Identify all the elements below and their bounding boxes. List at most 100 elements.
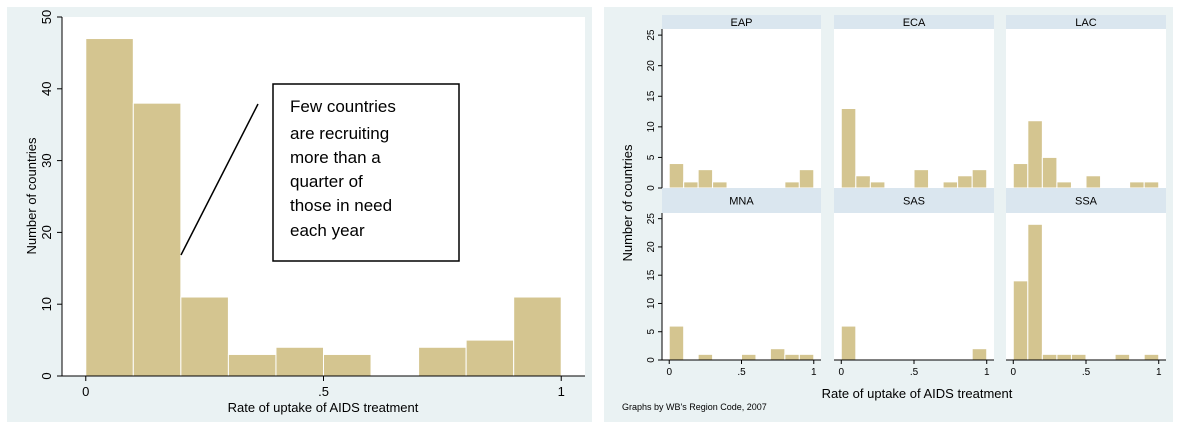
facet-bar [1012, 163, 1029, 189]
facet-bar [668, 325, 685, 361]
x-tick-label: 1 [1156, 367, 1162, 378]
facet-bar [1085, 175, 1102, 189]
facet-bar [784, 353, 800, 361]
facet-strip [662, 188, 821, 213]
histogram-bar [180, 296, 229, 377]
facet-bar [1041, 156, 1058, 189]
y-tick-label: 15 [646, 90, 657, 102]
facet-plot-area [834, 213, 994, 360]
facet-title: LAC [1075, 17, 1096, 29]
facet-bar [971, 169, 988, 189]
annotation-line-6: each year [290, 221, 365, 240]
facet-bar [1012, 280, 1029, 361]
facet-title: EAP [730, 17, 752, 29]
facet-bar [1070, 353, 1087, 361]
annotation-line-2: are recruiting [290, 124, 389, 143]
y-tick-label: 20 [646, 60, 657, 72]
facet-mna: MNA 0 5 10 15 20 25 0 .5 1 [646, 188, 821, 378]
facet-bar [1056, 353, 1072, 361]
facet-bar [942, 181, 959, 189]
facet-bar [913, 169, 930, 189]
facet-strip [662, 15, 821, 29]
facet-strip [834, 188, 994, 213]
facet-bar [1129, 181, 1145, 189]
annotation-line-4: quarter of [290, 172, 363, 191]
y-tick-label: 0 [646, 185, 657, 191]
facet-title: ECA [903, 17, 926, 29]
facet-bar [1143, 181, 1160, 189]
facet-bar [769, 348, 786, 361]
x-tick-label: 0 [838, 367, 844, 378]
y-tick-label: 20 [39, 225, 54, 239]
y-tick-label: 5 [646, 329, 657, 335]
histogram-bar [465, 339, 515, 377]
facet-title: SSA [1075, 196, 1098, 208]
facet-bar [957, 175, 973, 189]
y-tick-label: 0 [39, 372, 54, 379]
y-tick-label: 10 [646, 121, 657, 133]
histogram-bar [85, 38, 134, 377]
x-tick-label: 0 [666, 367, 672, 378]
facet-bar [1143, 353, 1160, 361]
facet-plot-area [662, 29, 821, 188]
left-y-axis-label: Number of countries [24, 137, 39, 255]
y-tick-label: 10 [646, 297, 657, 309]
facet-strip [1006, 188, 1166, 213]
histogram-bar [132, 102, 182, 377]
facet-bar [840, 325, 857, 361]
facet-bar [840, 108, 857, 189]
y-tick-label: 0 [646, 357, 657, 363]
facet-bar [741, 353, 757, 361]
left-x-axis-label: Rate of uptake of AIDS treatment [228, 400, 419, 415]
facet-strip [834, 15, 994, 29]
x-tick-label: 1 [984, 367, 990, 378]
histogram-bar [418, 346, 467, 377]
right-x-axis-label: Rate of uptake of AIDS treatment [822, 386, 1013, 401]
facet-bar [1114, 353, 1131, 361]
facet-lac: LAC [1006, 15, 1166, 189]
x-tick-label: .5 [318, 384, 329, 399]
facet-bar [697, 353, 714, 361]
annotation-box [272, 83, 460, 262]
y-tick-label: 10 [39, 297, 54, 311]
facet-bar [1027, 223, 1043, 361]
y-tick-label: 30 [39, 153, 54, 167]
facet-bar [683, 181, 699, 189]
facet-plot-area [662, 213, 821, 360]
facet-bar [971, 348, 988, 361]
facet-bar [784, 181, 800, 189]
facet-bar [798, 169, 815, 189]
left-y-axis-ticks: 0 10 20 30 40 50 [39, 10, 62, 380]
facet-strip [1006, 15, 1166, 29]
y-tick-label: 25 [646, 29, 657, 41]
facet-bar [1056, 181, 1072, 189]
y-tick-label: 50 [39, 10, 54, 24]
right-y-axis-label: Number of countries [620, 144, 635, 262]
y-tick-label: 5 [646, 154, 657, 160]
facet-bar [869, 181, 886, 189]
x-tick-label: 1 [811, 367, 817, 378]
annotation-line-5: those in need [290, 196, 392, 215]
x-tick-label: 0 [82, 384, 89, 399]
x-tick-label: 0 [1010, 367, 1016, 378]
annotation-line-3: more than a [290, 148, 381, 167]
facet-bar [697, 169, 714, 189]
facet-eca: ECA [834, 15, 994, 189]
x-tick-label: 1 [558, 384, 565, 399]
y-tick-label: 25 [646, 213, 657, 225]
facet-bar [798, 353, 815, 361]
facet-bar [668, 163, 685, 189]
histogram-bar [275, 346, 325, 377]
x-tick-label: .5 [1082, 367, 1091, 378]
left-bars [85, 38, 562, 377]
facet-bar [1027, 120, 1043, 189]
y-tick-label: 15 [646, 269, 657, 281]
histogram-bar [513, 296, 562, 377]
facet-bar [712, 181, 728, 189]
histogram-bar [227, 353, 277, 377]
facet-eap: EAP 0 5 10 15 20 25 [646, 15, 821, 191]
